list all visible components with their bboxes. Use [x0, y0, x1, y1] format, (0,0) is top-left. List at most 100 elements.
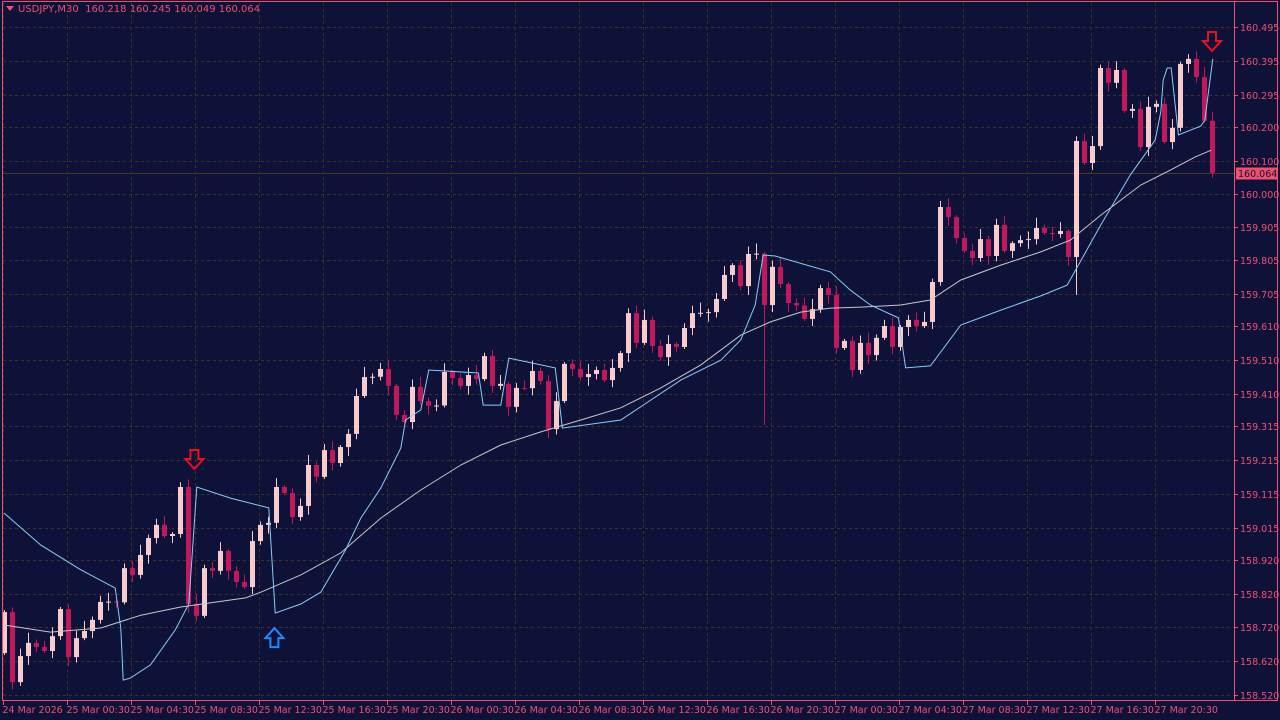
- price-tick-label: 159.610: [1240, 322, 1279, 333]
- candle-bearish: [34, 639, 39, 653]
- candle-bearish: [186, 479, 191, 613]
- candle-body: [266, 522, 271, 525]
- dropdown-triangle-icon[interactable]: [6, 6, 14, 11]
- candle-body: [234, 570, 239, 583]
- candle-body: [426, 401, 431, 406]
- candle-body: [1090, 146, 1095, 164]
- candle-body: [954, 217, 959, 239]
- last-price-label: 160.064: [1238, 169, 1277, 180]
- candle-bearish: [962, 233, 967, 253]
- candle-bullish: [642, 309, 647, 345]
- candle-body: [50, 636, 55, 651]
- open-value: 160.218: [85, 4, 127, 15]
- candle-body: [226, 550, 231, 571]
- candle-body: [106, 601, 111, 603]
- price-tick-label: 159.905: [1240, 223, 1279, 234]
- candle-body: [882, 326, 887, 338]
- candle-bearish: [330, 441, 335, 471]
- candle-body: [250, 541, 255, 588]
- candle-bearish: [602, 363, 607, 383]
- candle-body: [458, 378, 463, 386]
- candle-body: [586, 374, 591, 378]
- candle-body: [242, 582, 247, 588]
- candle-bullish: [874, 334, 879, 361]
- candle-bearish: [450, 369, 455, 386]
- signal-arrows: [183, 30, 1224, 649]
- candle-body: [802, 305, 807, 319]
- price-tick-label: 160.100: [1240, 157, 1279, 168]
- candle-body: [642, 319, 647, 343]
- candle-bullish: [18, 648, 23, 686]
- candle-bullish: [218, 542, 223, 575]
- candle-body: [738, 265, 743, 287]
- candle-bearish: [650, 316, 655, 354]
- last-price-badge: [1236, 167, 1278, 180]
- candle-bullish: [1018, 235, 1023, 247]
- candle-body: [730, 265, 735, 275]
- candle-body: [666, 343, 671, 358]
- candle-body: [90, 619, 95, 632]
- candle-body: [938, 206, 943, 283]
- candle-bullish: [690, 305, 695, 336]
- candle-bearish: [386, 360, 391, 395]
- candle-body: [154, 524, 159, 539]
- candle-bullish: [410, 379, 415, 430]
- candle-bearish: [658, 339, 663, 361]
- candle-bullish: [730, 263, 735, 283]
- candle-body: [962, 238, 967, 251]
- candle-body: [1162, 103, 1167, 143]
- candle-body: [930, 282, 935, 322]
- candle-bullish: [714, 292, 719, 318]
- candle-bearish: [866, 332, 871, 364]
- candle-bullish: [442, 363, 447, 408]
- candle-body: [346, 433, 351, 448]
- candle-body: [26, 642, 31, 657]
- candle-body: [466, 375, 471, 386]
- candle-bearish: [954, 215, 959, 244]
- candle-body: [1066, 230, 1071, 258]
- candle-body: [1098, 67, 1103, 147]
- candle-bearish: [1138, 101, 1143, 151]
- candle-bullish: [1034, 217, 1039, 245]
- candle-bearish: [1210, 111, 1215, 178]
- candle-bearish: [1082, 133, 1087, 166]
- candle-bearish: [226, 548, 231, 580]
- candle-bullish: [138, 544, 143, 579]
- candle-bullish: [682, 323, 687, 350]
- price-tick-label: 159.215: [1240, 456, 1279, 467]
- candle-body: [130, 568, 135, 575]
- time-tick-label: 25 Mar 20:30: [387, 705, 450, 716]
- time-axis[interactable]: 24 Mar 2026 25 Mar 00:30 25 Mar 04:30 25 Ma…: [3, 700, 1218, 716]
- candle-bearish: [234, 566, 239, 588]
- candle-body: [378, 368, 383, 377]
- candle-bullish: [698, 302, 703, 317]
- candle-bullish: [978, 228, 983, 262]
- candle-bullish: [122, 563, 127, 605]
- candle-body: [682, 328, 687, 347]
- candle-body: [818, 288, 823, 310]
- candle-body: [282, 486, 287, 494]
- candle-bullish: [586, 363, 591, 386]
- candle-bullish: [354, 388, 359, 440]
- time-tick-label: 26 Mar 20:30: [771, 705, 834, 716]
- candle-body: [402, 414, 407, 423]
- candle-body: [1034, 227, 1039, 240]
- time-tick-label: 24 Mar 2026: [3, 705, 63, 716]
- candle-body: [170, 533, 175, 537]
- candle-body: [634, 313, 639, 343]
- candle-body: [530, 370, 535, 389]
- candle-bullish: [1010, 241, 1015, 259]
- close-value: 160.064: [218, 4, 261, 15]
- candle-body: [274, 486, 279, 523]
- candle-body: [618, 353, 623, 368]
- price-axis[interactable]: 160.495160.395160.295160.200160.100160.0…: [1234, 23, 1279, 702]
- chart-header[interactable]: USDJPY,M30 160.218 160.245 160.049 160.0…: [6, 4, 260, 15]
- time-tick-label: 25 Mar 16:30: [323, 705, 386, 716]
- candle-bullish: [818, 284, 823, 313]
- price-tick-label: 160.000: [1240, 190, 1279, 201]
- candle-body: [810, 309, 815, 319]
- candle-bearish: [490, 350, 495, 393]
- candle-body: [114, 601, 119, 603]
- time-tick-label: 27 Mar 04:30: [899, 705, 962, 716]
